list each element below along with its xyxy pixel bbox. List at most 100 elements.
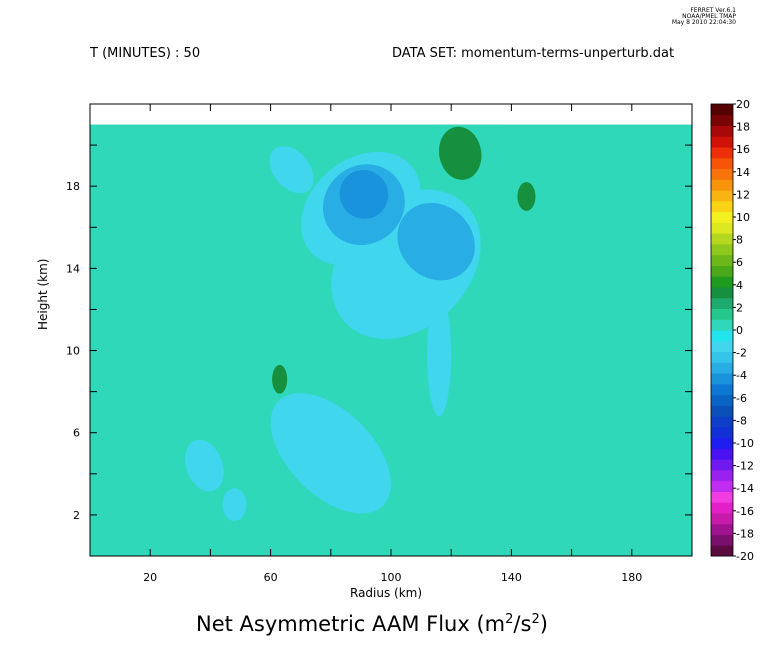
colorbar-label-8: 4 bbox=[736, 279, 743, 292]
no-data-band bbox=[90, 104, 692, 125]
colorbar-swatch-31 bbox=[711, 211, 733, 223]
heatmap-region-18 bbox=[339, 169, 389, 219]
colorbar-swatch-8 bbox=[711, 459, 733, 471]
heatmap-region-14 bbox=[427, 293, 452, 417]
colorbar-label-13: -6 bbox=[736, 392, 747, 405]
colorbar-swatch-27 bbox=[711, 254, 733, 266]
chart-title: Net Asymmetric AAM Flux (m2/s2) bbox=[196, 612, 548, 636]
colorbar-swatch-1 bbox=[711, 534, 733, 546]
colorbar-swatch-21 bbox=[711, 319, 733, 331]
colorbar-swatch-12 bbox=[711, 416, 733, 428]
colorbar-swatch-28 bbox=[711, 243, 733, 256]
heatmap-region-17 bbox=[397, 202, 475, 281]
colorbar-label-7: 6 bbox=[736, 256, 743, 269]
x-tick-label-100: 100 bbox=[381, 571, 402, 584]
heatmap-region-12 bbox=[185, 439, 224, 492]
y-tick-label-18: 18 bbox=[66, 180, 80, 193]
heatmap-region-15 bbox=[269, 146, 314, 194]
chart-title-exp-1: 2 bbox=[505, 612, 514, 627]
colorbar-label-10: 0 bbox=[736, 324, 743, 337]
colorbar-swatch-17 bbox=[711, 362, 733, 374]
colorbar-label-11: -2 bbox=[736, 347, 747, 360]
colorbar-swatch-2 bbox=[711, 523, 733, 535]
x-tick-label-20: 20 bbox=[143, 571, 157, 584]
heatmap-region-4 bbox=[138, 459, 193, 534]
ferret-date: May 8 2010 22:04:30 bbox=[671, 19, 736, 26]
colorbar-swatch-7 bbox=[711, 469, 733, 482]
colorbar-label-3: 14 bbox=[736, 166, 750, 179]
y-tick-label-2: 2 bbox=[73, 509, 80, 522]
x-tick-label-180: 180 bbox=[621, 571, 642, 584]
colorbar-swatch-32 bbox=[711, 200, 733, 213]
colorbar-swatch-18 bbox=[711, 351, 733, 363]
colorbar-swatch-14 bbox=[711, 394, 733, 406]
colorbar-label-15: -10 bbox=[736, 437, 754, 450]
colorbar-swatch-29 bbox=[711, 233, 733, 245]
colorbar-swatch-36 bbox=[711, 157, 733, 170]
colorbar-label-1: 18 bbox=[736, 121, 750, 134]
x-axis-label: Radius (km) bbox=[350, 586, 423, 600]
colorbar-swatch-3 bbox=[711, 512, 733, 525]
ferret-program: FERRET Ver.6.1 bbox=[690, 7, 736, 14]
colorbar-label-5: 10 bbox=[736, 211, 750, 224]
colorbar-label-14: -8 bbox=[736, 414, 747, 427]
colorbar-label-19: -18 bbox=[736, 527, 754, 540]
colorbar-label-16: -12 bbox=[736, 460, 754, 473]
colorbar-swatch-20 bbox=[711, 330, 733, 342]
colorbar-label-20: -20 bbox=[736, 550, 754, 563]
dataset-label: DATA SET: momentum-terms-unperturb.dat bbox=[392, 46, 675, 61]
colorbar-label-17: -14 bbox=[736, 482, 754, 495]
colorbar-swatch-0 bbox=[711, 545, 733, 557]
heatmap-region-7 bbox=[272, 364, 288, 394]
colorbar-swatch-5 bbox=[711, 491, 733, 503]
colorbar-swatch-37 bbox=[711, 147, 733, 159]
y-axis-label: Height (km) bbox=[36, 258, 50, 330]
colorbar-label-6: 8 bbox=[736, 234, 743, 247]
colorbar-swatch-41 bbox=[711, 104, 733, 116]
heatmap-region-1 bbox=[177, 278, 376, 403]
ferret-org: NOAA/PMEL TMAP bbox=[682, 13, 736, 20]
colorbar-swatch-15 bbox=[711, 383, 733, 396]
colorbar-swatch-10 bbox=[711, 437, 733, 449]
colorbar-swatch-19 bbox=[711, 340, 733, 353]
colorbar-swatch-6 bbox=[711, 480, 733, 492]
colorbar-label-18: -16 bbox=[736, 505, 754, 518]
colorbar-swatch-40 bbox=[711, 114, 733, 127]
colorbar-swatch-4 bbox=[711, 502, 733, 514]
colorbar-swatch-34 bbox=[711, 179, 733, 191]
colorbar-swatch-39 bbox=[711, 125, 733, 137]
ferret-version-stamp: FERRET Ver.6.1 NOAA/PMEL TMAP May 8 2010… bbox=[672, 8, 736, 26]
colorbar-swatch-16 bbox=[711, 373, 733, 385]
chart-title-units-close: ) bbox=[539, 612, 548, 636]
colorbar-label-2: 16 bbox=[736, 143, 750, 156]
chart-title-exp-2: 2 bbox=[531, 612, 540, 627]
colorbar-swatch-26 bbox=[711, 265, 733, 277]
colorbar-swatch-35 bbox=[711, 168, 733, 180]
colorbar-swatch-33 bbox=[711, 190, 733, 202]
colorbar-swatch-22 bbox=[711, 308, 733, 320]
heatmap-region-13 bbox=[222, 488, 247, 522]
colorbar-label-9: 2 bbox=[736, 301, 743, 314]
y-tick-label-14: 14 bbox=[66, 262, 80, 275]
colorbar-swatch-38 bbox=[711, 136, 733, 148]
heatmap-region-8 bbox=[517, 182, 536, 211]
colorbar-swatch-30 bbox=[711, 222, 733, 234]
x-tick-label-60: 60 bbox=[264, 571, 278, 584]
colorbar-label-4: 12 bbox=[736, 188, 750, 201]
heatmap-region-6 bbox=[438, 126, 482, 180]
heatmap-region-0 bbox=[184, 164, 297, 283]
heatmap-region-11 bbox=[270, 393, 391, 514]
time-label: T (MINUTES) : 50 bbox=[90, 46, 201, 61]
y-tick-label-10: 10 bbox=[66, 345, 80, 358]
colorbar-label-0: 20 bbox=[736, 98, 750, 111]
colorbar-swatch-24 bbox=[711, 286, 733, 299]
x-tick-label-140: 140 bbox=[501, 571, 522, 584]
colorbar-swatch-11 bbox=[711, 426, 733, 439]
y-tick-label-6: 6 bbox=[73, 427, 80, 440]
colorbar-swatch-23 bbox=[711, 297, 733, 309]
colorbar-label-12: -4 bbox=[736, 369, 747, 382]
chart-title-units-mid: /s bbox=[513, 612, 532, 636]
colorbar-swatch-9 bbox=[711, 448, 733, 460]
colorbar-swatch-13 bbox=[711, 405, 733, 417]
